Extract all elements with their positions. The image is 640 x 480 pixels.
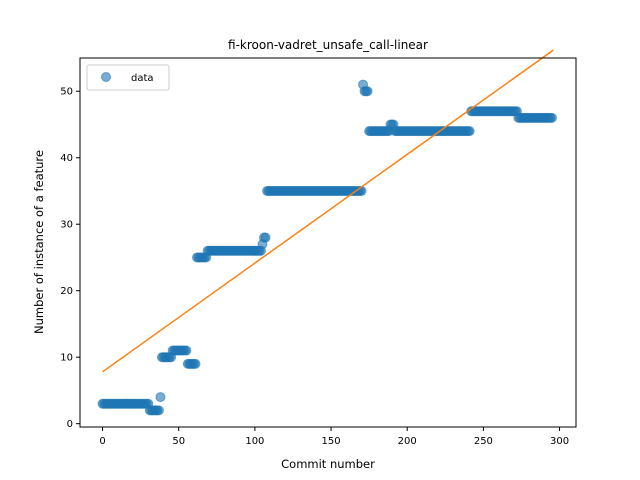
data-point <box>362 86 373 97</box>
legend-box <box>86 64 170 91</box>
y-tick-label: 0 <box>67 419 73 430</box>
axis-ticks: 0 50 100 150 200 250 300 0 10 20 30 40 50 <box>60 87 569 447</box>
data-point <box>464 126 475 137</box>
plot-frame <box>79 57 577 428</box>
y-tick-label: 10 <box>60 353 73 364</box>
y-axis-label: Number of instance of a feature <box>32 150 46 334</box>
y-tick-label: 40 <box>60 153 73 164</box>
legend-marker <box>101 72 111 82</box>
data-point <box>546 112 557 123</box>
x-tick-label: 0 <box>99 436 105 447</box>
data-point <box>181 345 192 356</box>
x-tick-label: 250 <box>474 436 493 447</box>
x-tick-label: 200 <box>398 436 417 447</box>
data-point <box>153 405 164 416</box>
x-tick-label: 300 <box>550 436 569 447</box>
plot-area <box>97 49 557 416</box>
chart-title: fi-kroon-vadret_unsafe_call-linear <box>228 38 428 52</box>
legend: data <box>86 64 170 91</box>
data-point <box>260 232 271 243</box>
x-tick-label: 50 <box>172 436 185 447</box>
y-tick-label: 30 <box>60 220 73 231</box>
fit-line <box>102 49 554 373</box>
y-tick-label: 20 <box>60 286 73 297</box>
x-tick-label: 150 <box>321 436 340 447</box>
data-point <box>155 392 166 403</box>
y-tick-label: 50 <box>60 87 73 98</box>
x-axis-label: Commit number <box>281 457 375 471</box>
legend-label: data <box>131 73 154 84</box>
x-tick-label: 100 <box>245 436 264 447</box>
data-point <box>190 358 201 369</box>
